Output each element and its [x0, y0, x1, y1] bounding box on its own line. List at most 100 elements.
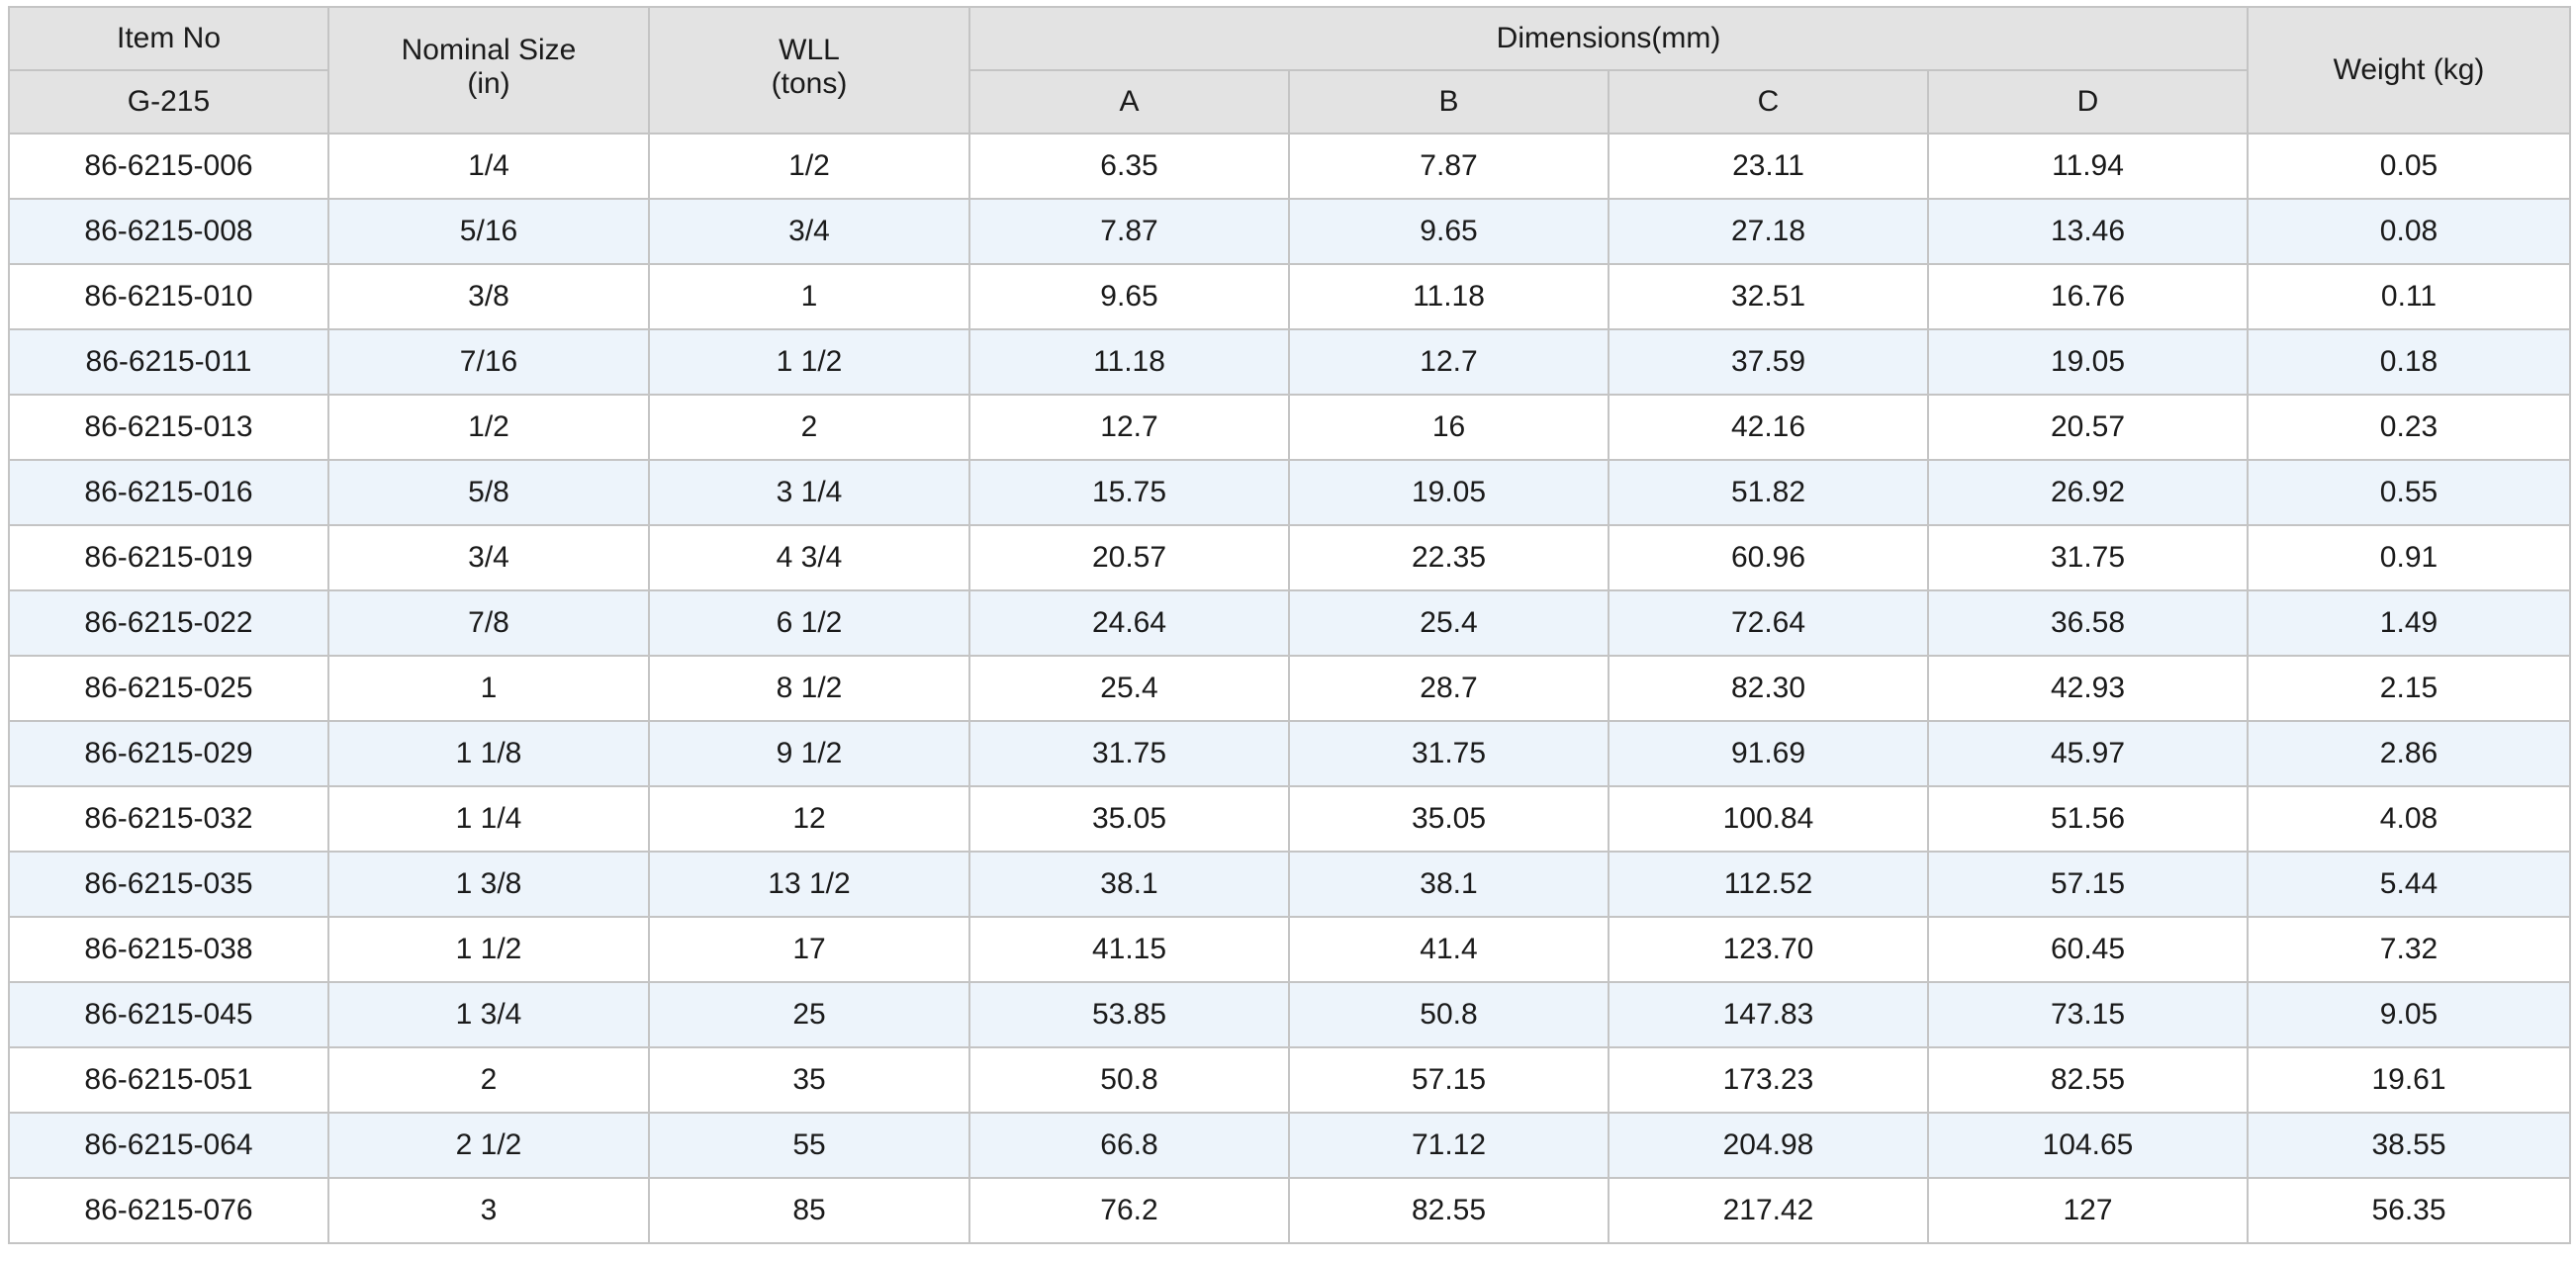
cell-dim-b: 12.7 — [1288, 328, 1610, 396]
cell-dim-d: 42.93 — [1927, 655, 2249, 722]
cell-dim-a: 7.87 — [968, 198, 1290, 265]
cell-dim-b: 22.35 — [1288, 524, 1610, 591]
cell-dim-d: 45.97 — [1927, 720, 2249, 787]
cell-nominal-size: 1/2 — [327, 394, 650, 461]
cell-dim-d: 82.55 — [1927, 1046, 2249, 1114]
header-dim-b: B — [1288, 69, 1610, 135]
cell-nominal-size: 1 1/4 — [327, 785, 650, 853]
cell-wll: 1/2 — [648, 133, 970, 200]
shackle-spec-table: Item No Nominal Size (in) WLL (tons) Dim… — [8, 6, 2571, 1244]
cell-dim-d: 26.92 — [1927, 459, 2249, 526]
cell-wll: 13 1/2 — [648, 851, 970, 918]
cell-dim-c: 51.82 — [1608, 459, 1929, 526]
cell-item-no: 86-6215-051 — [8, 1046, 329, 1114]
cell-nominal-size: 1 3/4 — [327, 981, 650, 1048]
cell-dim-b: 71.12 — [1288, 1112, 1610, 1179]
cell-dim-a: 24.64 — [968, 589, 1290, 657]
cell-dim-c: 147.83 — [1608, 981, 1929, 1048]
cell-item-no: 86-6215-076 — [8, 1177, 329, 1244]
cell-wll: 3/4 — [648, 198, 970, 265]
header-item-no: Item No — [8, 6, 329, 71]
cell-item-no: 86-6215-035 — [8, 851, 329, 918]
header-row-1: Item No Nominal Size (in) WLL (tons) Dim… — [8, 6, 2571, 135]
cell-dim-b: 7.87 — [1288, 133, 1610, 200]
table-row: 86-6215-076 3 85 76.2 82.55 217.42 127 56.35 — [8, 1177, 2571, 1244]
cell-dim-d: 31.75 — [1927, 524, 2249, 591]
cell-dim-c: 91.69 — [1608, 720, 1929, 787]
cell-nominal-size: 2 1/2 — [327, 1112, 650, 1179]
cell-dim-d: 16.76 — [1927, 263, 2249, 330]
cell-dim-d: 20.57 — [1927, 394, 2249, 461]
cell-item-no: 86-6215-011 — [8, 328, 329, 396]
cell-dim-b: 19.05 — [1288, 459, 1610, 526]
header-dim-d: D — [1927, 69, 2249, 135]
cell-dim-a: 9.65 — [968, 263, 1290, 330]
cell-item-no: 86-6215-032 — [8, 785, 329, 853]
cell-dim-b: 11.18 — [1288, 263, 1610, 330]
table-header: Item No Nominal Size (in) WLL (tons) Dim… — [8, 6, 2571, 135]
cell-wll: 55 — [648, 1112, 970, 1179]
cell-nominal-size: 5/16 — [327, 198, 650, 265]
cell-item-no: 86-6215-008 — [8, 198, 329, 265]
cell-item-no: 86-6215-038 — [8, 916, 329, 983]
cell-weight: 7.32 — [2247, 916, 2571, 983]
cell-wll: 35 — [648, 1046, 970, 1114]
header-dimensions: Dimensions(mm) — [968, 6, 2249, 71]
header-weight: Weight (kg) — [2247, 6, 2571, 135]
cell-nominal-size: 1 — [327, 655, 650, 722]
table-row: 86-6215-025 1 8 1/2 25.4 28.7 82.30 42.93 2.15 — [8, 655, 2571, 722]
cell-dim-a: 35.05 — [968, 785, 1290, 853]
cell-dim-d: 127 — [1927, 1177, 2249, 1244]
table-row: 86-6215-045 1 3/4 25 53.85 50.8 147.83 73.15 9.… — [8, 981, 2571, 1048]
table-row: 86-6215-051 2 35 50.8 57.15 173.23 82.55 19.61 — [8, 1046, 2571, 1114]
cell-weight: 0.23 — [2247, 394, 2571, 461]
cell-dim-d: 73.15 — [1927, 981, 2249, 1048]
cell-weight: 0.11 — [2247, 263, 2571, 330]
cell-dim-b: 25.4 — [1288, 589, 1610, 657]
cell-dim-a: 76.2 — [968, 1177, 1290, 1244]
header-model: G-215 — [8, 69, 329, 135]
cell-item-no: 86-6215-025 — [8, 655, 329, 722]
table-row: 86-6215-038 1 1/2 17 41.15 41.4 123.70 60.45 7.… — [8, 916, 2571, 983]
cell-weight: 19.61 — [2247, 1046, 2571, 1114]
cell-wll: 6 1/2 — [648, 589, 970, 657]
cell-dim-a: 50.8 — [968, 1046, 1290, 1114]
cell-wll: 12 — [648, 785, 970, 853]
cell-dim-b: 82.55 — [1288, 1177, 1610, 1244]
cell-nominal-size: 1/4 — [327, 133, 650, 200]
table-row: 86-6215-010 3/8 1 9.65 11.18 32.51 16.76 0.11 — [8, 263, 2571, 330]
table-row: 86-6215-016 5/8 3 1/4 15.75 19.05 51.82 26.92 0… — [8, 459, 2571, 526]
table-body: 86-6215-006 1/4 1/2 6.35 7.87 23.11 11.94 0.05 8… — [8, 133, 2571, 1244]
cell-item-no: 86-6215-022 — [8, 589, 329, 657]
cell-weight: 2.15 — [2247, 655, 2571, 722]
cell-weight: 9.05 — [2247, 981, 2571, 1048]
cell-item-no: 86-6215-013 — [8, 394, 329, 461]
cell-dim-c: 217.42 — [1608, 1177, 1929, 1244]
cell-weight: 38.55 — [2247, 1112, 2571, 1179]
cell-item-no: 86-6215-019 — [8, 524, 329, 591]
cell-wll: 1 1/2 — [648, 328, 970, 396]
cell-weight: 0.18 — [2247, 328, 2571, 396]
cell-dim-a: 12.7 — [968, 394, 1290, 461]
cell-dim-b: 50.8 — [1288, 981, 1610, 1048]
cell-nominal-size: 3/8 — [327, 263, 650, 330]
cell-dim-a: 53.85 — [968, 981, 1290, 1048]
cell-nominal-size: 1 3/8 — [327, 851, 650, 918]
cell-nominal-size: 3/4 — [327, 524, 650, 591]
cell-item-no: 86-6215-064 — [8, 1112, 329, 1179]
cell-dim-b: 28.7 — [1288, 655, 1610, 722]
table-row: 86-6215-064 2 1/2 55 66.8 71.12 204.98 104.65 3… — [8, 1112, 2571, 1179]
table-row: 86-6215-032 1 1/4 12 35.05 35.05 100.84 51.56 4… — [8, 785, 2571, 853]
cell-weight: 1.49 — [2247, 589, 2571, 657]
cell-dim-d: 11.94 — [1927, 133, 2249, 200]
cell-dim-a: 6.35 — [968, 133, 1290, 200]
header-row-2: G-215 A B C D — [8, 69, 2570, 135]
cell-dim-a: 25.4 — [968, 655, 1290, 722]
cell-weight: 0.91 — [2247, 524, 2571, 591]
cell-nominal-size: 1 1/2 — [327, 916, 650, 983]
cell-wll: 9 1/2 — [648, 720, 970, 787]
cell-wll: 4 3/4 — [648, 524, 970, 591]
cell-dim-d: 19.05 — [1927, 328, 2249, 396]
cell-nominal-size: 2 — [327, 1046, 650, 1114]
cell-weight: 0.55 — [2247, 459, 2571, 526]
